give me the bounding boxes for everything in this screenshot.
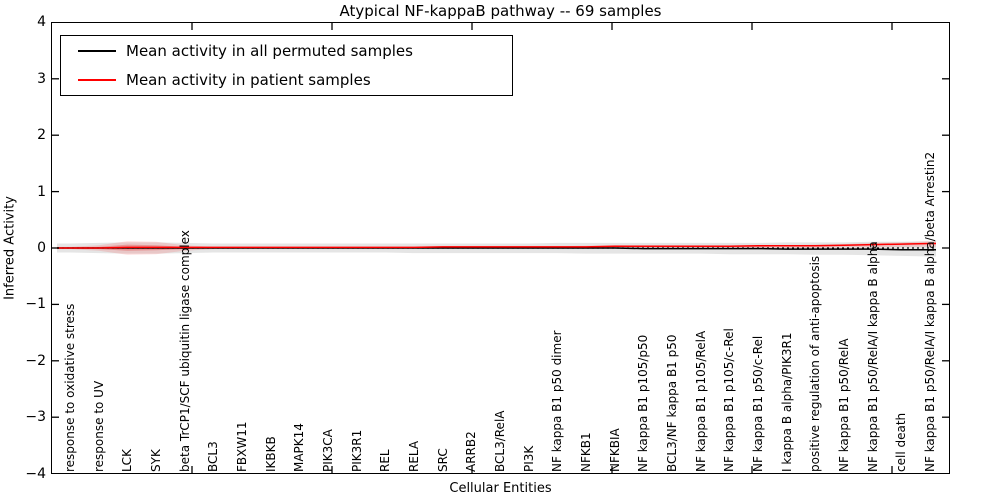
x-tick-label: NF kappa B1 p50 dimer [550,330,565,472]
band-2 [57,242,936,251]
x-tick-label: LCK [120,449,135,472]
x-tick-label: RELA [407,440,422,472]
x-tick-label: NFKBIA [607,428,622,472]
x-tick-label: beta TrCP1/SCF ubiquitin ligase complex [177,230,192,472]
chart-canvas [52,23,949,473]
plot-area [51,22,950,474]
x-tick-label: NF kappa B1 p50/RelA/I kappa B alpha [865,241,880,472]
black-line-swatch-icon [78,50,116,52]
x-tick-label: MAPK14 [292,423,307,472]
x-tick-label: PIK3CA [321,429,336,472]
x-tick-label: BCL3/NF kappa B1 p50 [665,334,680,472]
x-tick-label: PI3K [521,445,536,472]
x-tick-label: NFKB1 [579,432,594,472]
line-patient-mean [57,242,936,249]
y-tick-label: −4 [25,465,46,482]
y-tick-label: 0 [37,240,46,256]
x-tick-label: NF kappa B1 p105/RelA [693,330,708,472]
x-tick-label: BCL3 [206,441,221,472]
legend: Mean activity in all permuted samples Me… [60,35,513,96]
y-tick-label: 1 [37,183,46,200]
x-tick-label: SYK [149,449,163,472]
x-tick-label: FBXW11 [235,421,250,473]
legend-label: Mean activity in patient samples [126,71,371,89]
x-tick-label: IKBKB [263,436,278,472]
y-tick-label: −2 [25,352,46,369]
x-tick-label: PIK3R1 [349,429,364,472]
x-tick-label: NF kappa B1 p105/c-Rel [722,328,737,472]
legend-item-patient: Mean activity in patient samples [61,66,512,94]
x-axis-title: Cellular Entities [449,481,552,496]
x-tick-label: NF kappa B1 p50/RelA [837,338,852,472]
y-tick-label: −3 [25,409,46,426]
x-tick-label: response to UV [91,380,106,472]
y-tick-label: 3 [37,70,46,87]
x-tick-label: positive regulation of anti-apoptosis [808,255,823,472]
x-tick-label: ARRB2 [464,431,479,472]
y-tick-label: 2 [37,127,46,144]
x-tick-label: REL [378,449,393,472]
legend-item-permuted: Mean activity in all permuted samples [61,37,512,65]
x-tick-label: NF kappa B1 p105/p50 [636,334,651,472]
x-tick-label: I kappa B alpha/PIK3R1 [779,332,794,472]
y-tick-label: 4 [37,14,46,31]
x-tick-label: response to oxidative stress [63,303,77,472]
chart-title: Atypical NF-kappaB pathway -- 69 samples [339,2,662,20]
y-tick-label: −1 [25,296,46,313]
red-line-swatch-icon [78,79,116,81]
x-tick-label: SRC [435,448,450,472]
band-0 [57,241,936,257]
x-tick-label: BCL3/RelA [493,410,508,473]
x-tick-label: NF kappa B1 p50/RelA/I kappa B alpha/bet… [923,151,938,472]
x-tick-label: cell death [894,412,909,472]
x-tick-label: NF kappa B1 p50/c-Rel [751,335,766,472]
legend-label: Mean activity in all permuted samples [126,42,413,60]
